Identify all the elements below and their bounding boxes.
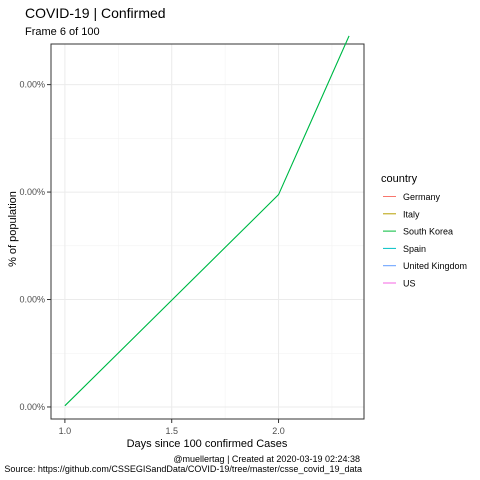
legend-label-germany: Germany [403,192,441,202]
chart-title: COVID-19 | Confirmed [25,5,166,21]
x-tick-label: 1.5 [165,426,178,436]
y-axis: 0.00% 0.00% 0.00% 0.00% [19,80,51,412]
panel-border [50,43,365,420]
legend-title: country [381,173,418,185]
panel-background [51,44,364,419]
legend-label-south-korea: South Korea [403,227,453,237]
caption-credit: @muellertag | Created at 2020-03-19 02:2… [173,454,360,464]
caption-source: Source: https://github.com/CSSEGISandDat… [4,464,362,474]
x-tick-label: 2.0 [272,426,285,436]
y-tick-label: 0.00% [19,295,45,305]
plot-panel [50,43,365,420]
x-axis: 1.0 1.5 2.0 [59,419,285,436]
legend-label-italy: Italy [403,209,420,219]
series-lines [64,35,350,407]
legend-label-us: US [403,279,416,289]
y-tick-label: 0.00% [19,402,45,412]
chart-subtitle: Frame 6 of 100 [25,26,100,38]
y-tick-label: 0.00% [19,80,45,90]
x-tick-label: 1.0 [59,426,72,436]
x-axis-label: Days since 100 confirmed Cases [127,438,288,450]
legend-label-united-kingdom: United Kingdom [403,261,467,271]
y-tick-label: 0.00% [19,187,45,197]
y-axis-label: % of population [7,191,19,267]
legend-label-spain: Spain [403,244,426,254]
legend: Germany Italy South Korea Spain United Kingd… [381,188,467,292]
series-line-south-korea [64,35,350,407]
